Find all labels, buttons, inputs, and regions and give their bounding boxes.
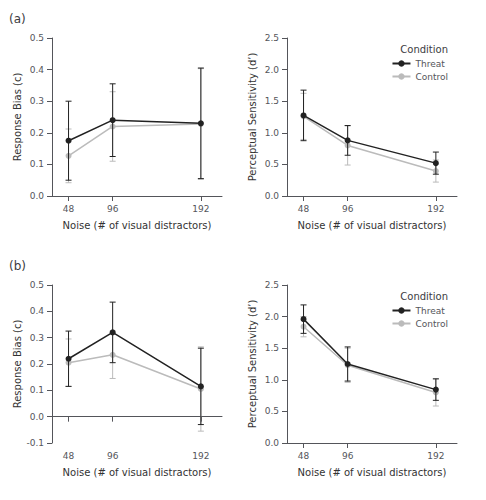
svg-text:1.0: 1.0 bbox=[265, 375, 280, 385]
svg-text:96: 96 bbox=[107, 204, 119, 214]
svg-text:1.5: 1.5 bbox=[265, 343, 279, 353]
svg-text:2.5: 2.5 bbox=[265, 280, 279, 290]
svg-text:96: 96 bbox=[107, 451, 119, 461]
svg-text:96: 96 bbox=[342, 451, 354, 461]
svg-text:Response Bias (c): Response Bias (c) bbox=[12, 73, 23, 162]
svg-text:0.5: 0.5 bbox=[30, 33, 44, 43]
svg-text:0.0: 0.0 bbox=[265, 191, 280, 201]
svg-text:2.0: 2.0 bbox=[265, 312, 280, 322]
svg-text:2.0: 2.0 bbox=[265, 65, 280, 75]
svg-text:0.4: 0.4 bbox=[30, 65, 45, 75]
svg-text:2.5: 2.5 bbox=[265, 33, 279, 43]
svg-text:0.5: 0.5 bbox=[265, 406, 279, 416]
svg-text:Threat: Threat bbox=[414, 306, 445, 316]
svg-text:192: 192 bbox=[192, 204, 209, 214]
svg-text:0.1: 0.1 bbox=[30, 159, 44, 169]
svg-text:Control: Control bbox=[415, 72, 448, 82]
svg-text:192: 192 bbox=[192, 451, 209, 461]
svg-text:(b): (b) bbox=[9, 259, 26, 273]
svg-text:0.3: 0.3 bbox=[30, 333, 44, 343]
svg-text:0.5: 0.5 bbox=[30, 280, 44, 290]
svg-text:0.3: 0.3 bbox=[30, 96, 44, 106]
svg-text:Threat: Threat bbox=[414, 59, 445, 69]
svg-text:0.5: 0.5 bbox=[265, 159, 279, 169]
svg-text:Noise (# of visual distractors: Noise (# of visual distractors) bbox=[298, 220, 447, 231]
svg-text:-0.1: -0.1 bbox=[26, 438, 44, 448]
svg-text:0.0: 0.0 bbox=[265, 438, 280, 448]
svg-text:48: 48 bbox=[298, 451, 310, 461]
svg-text:48: 48 bbox=[63, 451, 75, 461]
svg-text:0.1: 0.1 bbox=[30, 385, 44, 395]
svg-text:0.2: 0.2 bbox=[30, 128, 44, 138]
svg-text:(a): (a) bbox=[9, 12, 26, 26]
svg-text:Perceptual Sensitivity (d’): Perceptual Sensitivity (d’) bbox=[247, 300, 258, 429]
svg-text:Condition: Condition bbox=[400, 44, 448, 55]
svg-text:96: 96 bbox=[342, 204, 354, 214]
svg-text:Control: Control bbox=[415, 319, 448, 329]
svg-text:192: 192 bbox=[427, 451, 444, 461]
svg-text:Noise (# of visual distractors: Noise (# of visual distractors) bbox=[63, 220, 212, 231]
svg-text:Perceptual Sensitivity (d’): Perceptual Sensitivity (d’) bbox=[247, 53, 258, 182]
svg-text:192: 192 bbox=[427, 204, 444, 214]
svg-text:48: 48 bbox=[298, 204, 310, 214]
svg-text:Condition: Condition bbox=[400, 291, 448, 302]
svg-text:Response Bias (c): Response Bias (c) bbox=[12, 320, 23, 409]
svg-text:48: 48 bbox=[63, 204, 75, 214]
svg-text:0.0: 0.0 bbox=[30, 412, 45, 422]
svg-text:Noise (# of visual distractors: Noise (# of visual distractors) bbox=[63, 467, 212, 478]
svg-text:Noise (# of visual distractors: Noise (# of visual distractors) bbox=[298, 467, 447, 478]
svg-text:1.0: 1.0 bbox=[265, 128, 280, 138]
svg-text:0.4: 0.4 bbox=[30, 306, 45, 316]
svg-text:1.5: 1.5 bbox=[265, 96, 279, 106]
svg-text:0.2: 0.2 bbox=[30, 359, 44, 369]
svg-text:0.0: 0.0 bbox=[30, 191, 45, 201]
